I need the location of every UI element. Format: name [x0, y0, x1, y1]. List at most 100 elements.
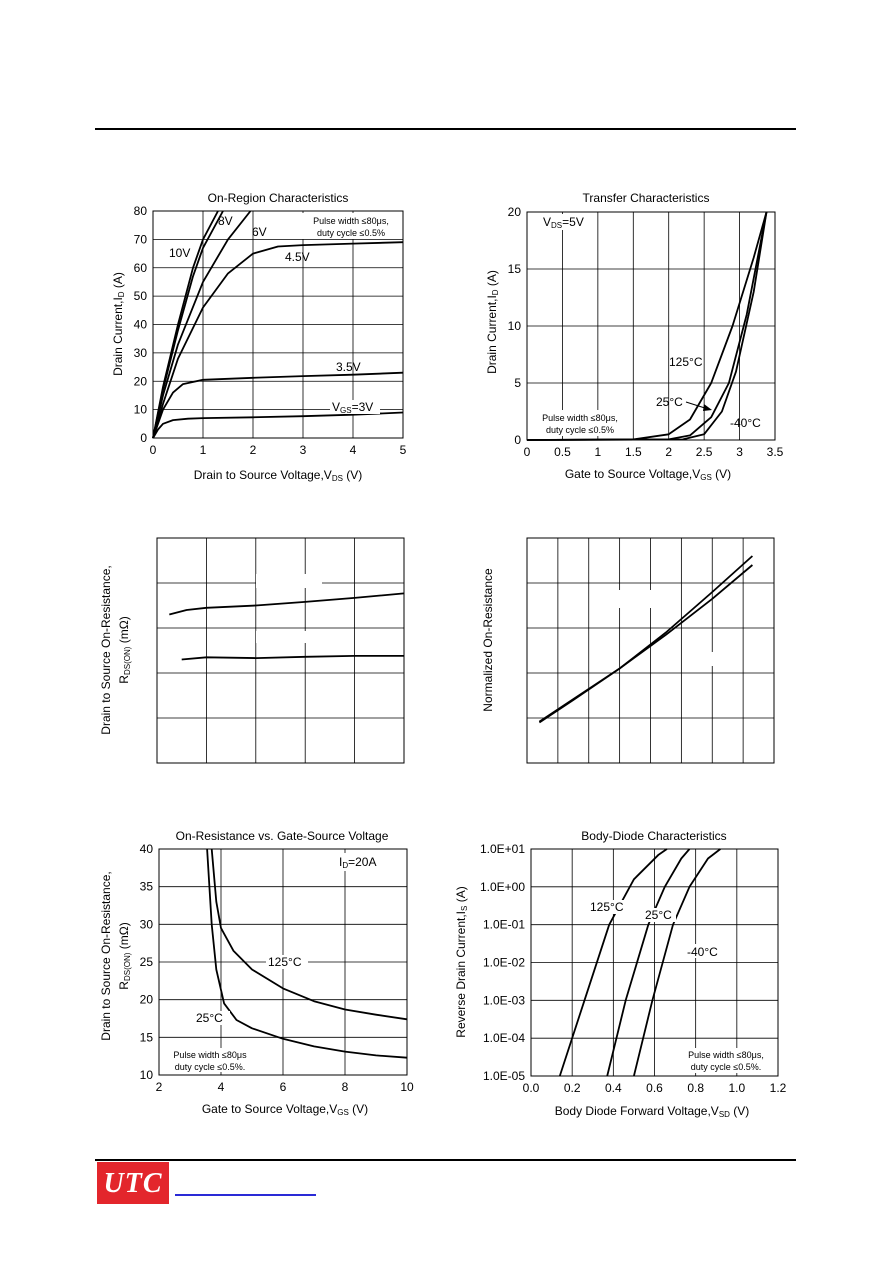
series-label-25c: 25°C [645, 908, 672, 922]
y-tick-labels: 0 10 20 30 40 50 60 70 80 [134, 204, 148, 445]
grid [153, 211, 403, 438]
x-tick-labels: 2 4 6 8 10 [156, 1080, 414, 1094]
y-tick-label: 10 [140, 1068, 154, 1082]
series-line [538, 564, 753, 723]
series-line [538, 555, 754, 724]
x-tick-label: 0 [150, 443, 157, 457]
x-tick-label: 2 [665, 445, 672, 459]
x-tick-label: 2 [156, 1080, 163, 1094]
y-tick-label: 0 [514, 433, 521, 447]
y-tick-label: 10 [508, 319, 522, 333]
website-link-underline[interactable] [175, 1194, 316, 1196]
chart-title: On-Resistance vs. Gate-Source Voltage [176, 829, 389, 843]
series-line [633, 848, 721, 1077]
x-axis-label: Body Diode Forward Voltage,VSD (V) [555, 1104, 750, 1119]
y-axis-label: Normalized On-Resistance [481, 568, 495, 712]
pulse-note-line2: duty cycle ≤0.5% [546, 425, 614, 435]
y-tick-label: 60 [134, 261, 148, 275]
x-tick-label: 4 [350, 443, 357, 457]
series-group [169, 592, 405, 661]
x-tick-label: 6 [280, 1080, 287, 1094]
utc-logo: UTC [97, 1162, 169, 1204]
series-group [206, 848, 408, 1059]
x-tick-label: 2.5 [696, 445, 713, 459]
x-tick-label: 0.4 [605, 1081, 622, 1095]
series-line [152, 210, 224, 439]
series-label-minus40c: -40°C [730, 416, 761, 430]
pulse-note-line2: duty cycle ≤0.5%. [175, 1062, 245, 1072]
x-tick-label: 5 [400, 443, 407, 457]
series-label-25c: 25°C [196, 1011, 223, 1025]
x-tick-label: 2 [250, 443, 257, 457]
series-line [526, 211, 768, 441]
x-tick-label: 1 [595, 445, 602, 459]
pointer-arrowhead [703, 404, 712, 411]
x-tick-label: 10 [400, 1080, 414, 1094]
y-tick-label: 40 [134, 318, 148, 332]
condition-label: VDS=5V [543, 215, 584, 230]
chart-title: Transfer Characteristics [583, 191, 710, 205]
y-tick-label: 70 [134, 232, 148, 246]
x-tick-label: 1 [200, 443, 207, 457]
grid [159, 849, 407, 1075]
x-tick-label: 0.2 [564, 1081, 581, 1095]
x-tick-label: 1.0 [728, 1081, 745, 1095]
x-tick-label: 8 [342, 1080, 349, 1094]
x-tick-labels: 0 1 2 3 4 5 [150, 443, 407, 457]
y-tick-label: 1.0E-01 [483, 918, 525, 932]
series-label-4-5v: 4.5V [285, 250, 310, 264]
plot-frame [526, 211, 776, 441]
plot-frame [526, 537, 775, 764]
y-tick-label: 25 [140, 955, 154, 969]
series-line [152, 371, 404, 439]
series-label-125c: 125°C [669, 355, 703, 369]
y-tick-label: 80 [134, 204, 148, 218]
x-tick-label: 3 [300, 443, 307, 457]
grid [531, 849, 778, 1076]
y-tick-label: 30 [140, 917, 154, 931]
y-tick-label: 50 [134, 289, 148, 303]
chart-title: Body-Diode Characteristics [581, 829, 726, 843]
pulse-note-line1: Pulse width ≤80μs, [313, 216, 389, 226]
logo-text: UTC [103, 1168, 163, 1199]
x-tick-label: 0.6 [646, 1081, 663, 1095]
header-rule [95, 128, 796, 130]
y-tick-labels: 0 5 10 15 20 [508, 205, 522, 447]
plot-frame [530, 848, 779, 1077]
y-tick-label: 0 [140, 431, 147, 445]
series-line [526, 211, 768, 441]
series-line [210, 848, 408, 1021]
x-tick-label: 1.2 [770, 1081, 787, 1095]
y-tick-label: 1.0E-02 [483, 956, 525, 970]
y-tick-label: 10 [134, 403, 148, 417]
y-tick-label: 20 [134, 374, 148, 388]
y-tick-label: 15 [508, 262, 522, 276]
series-line [169, 592, 405, 616]
y-tick-label: 20 [140, 993, 154, 1007]
series-line [558, 848, 668, 1077]
x-tick-labels: 0 0.5 1 1.5 2 2.5 3 3.5 [524, 445, 784, 459]
series-line [152, 210, 252, 439]
pulse-note-line2: duty cycle ≤0.5% [317, 228, 385, 238]
x-tick-label: 3.5 [767, 445, 784, 459]
series-label-6v: 6V [252, 225, 267, 239]
y-axis-label-line1: Drain to Source On-Resistance, [99, 871, 113, 1040]
x-tick-label: 0.8 [687, 1081, 704, 1095]
series-line [152, 241, 404, 439]
condition-label: ID=20A [339, 855, 376, 870]
series-line [152, 210, 219, 439]
x-tick-label: 4 [218, 1080, 225, 1094]
y-tick-label: 30 [134, 346, 148, 360]
y-axis-label-line2: RDS(ON) (mΩ) [117, 922, 132, 989]
x-tick-labels: 0.0 0.2 0.4 0.6 0.8 1.0 1.2 [523, 1081, 787, 1095]
y-tick-label: 1.0E-05 [483, 1069, 525, 1083]
series-group [526, 211, 768, 441]
y-axis-label: Drain Current,ID (A) [485, 270, 500, 374]
y-tick-label: 5 [514, 376, 521, 390]
x-tick-label: 3 [736, 445, 743, 459]
